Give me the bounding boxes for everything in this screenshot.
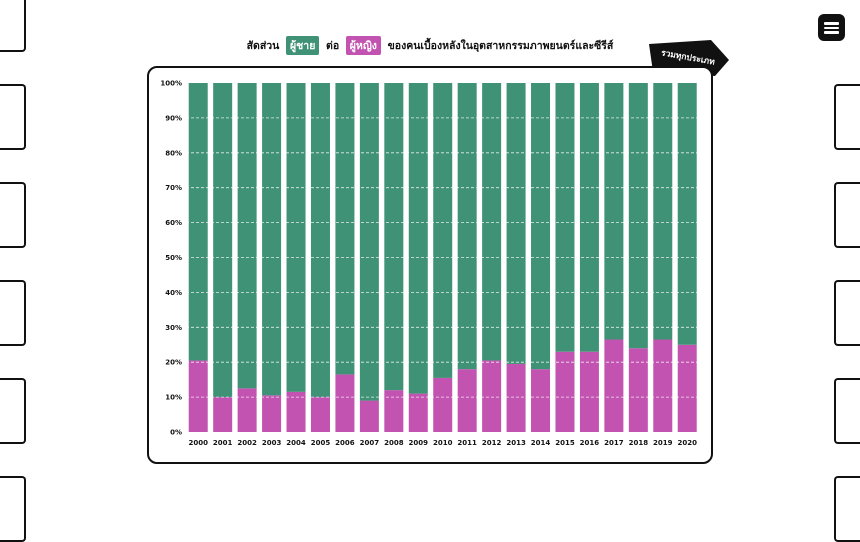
film-hole-decoration (0, 378, 26, 444)
bar-female-2006 (335, 374, 355, 432)
x-tick-label: 2004 (286, 439, 306, 447)
film-hole-decoration (834, 280, 860, 346)
bar-female-2000 (188, 360, 208, 432)
bar-male-2015 (555, 83, 575, 352)
chart-title: สัดส่วน ผู้ชาย ต่อ ผู้หญิง ของคนเบื้องหล… (0, 36, 860, 55)
bar-female-2001 (213, 397, 233, 432)
bar-male-2003 (262, 83, 282, 396)
y-tick-label: 40% (165, 289, 182, 297)
x-tick-label: 2000 (188, 439, 208, 447)
female-legend-badge: ผู้หญิง (345, 36, 381, 55)
film-hole-decoration (0, 0, 26, 52)
bar-male-2011 (457, 83, 477, 370)
y-tick-label: 0% (170, 429, 182, 437)
bar-male-2014 (531, 83, 551, 370)
bar-male-2005 (310, 83, 330, 398)
bar-female-2005 (310, 397, 330, 432)
x-tick-label: 2011 (457, 439, 477, 447)
bar-male-2012 (482, 83, 502, 361)
x-tick-label: 2020 (677, 439, 697, 447)
bar-male-2006 (335, 83, 355, 375)
y-tick-label: 50% (165, 254, 182, 262)
x-tick-label: 2006 (335, 439, 355, 447)
x-tick-label: 2010 (433, 439, 453, 447)
bar-female-2010 (433, 377, 453, 432)
x-tick-label: 2008 (384, 439, 404, 447)
title-suffix: ของคนเบื้องหลังในอุตสาหกรรมภาพยนตร์และซี… (387, 40, 614, 52)
x-tick-label: 2003 (262, 439, 282, 447)
y-tick-label: 20% (165, 359, 182, 367)
bar-female-2009 (408, 393, 428, 432)
film-hole-decoration (834, 84, 860, 150)
y-tick-label: 10% (165, 394, 182, 402)
x-tick-label: 2007 (360, 439, 380, 447)
bar-male-2002 (237, 83, 257, 389)
y-tick-label: 30% (165, 324, 182, 332)
x-tick-label: 2013 (506, 439, 526, 447)
y-tick-label: 100% (160, 80, 182, 88)
bar-male-2000 (188, 83, 208, 361)
y-tick-label: 70% (165, 184, 182, 192)
hamburger-menu-icon (824, 22, 839, 25)
bar-female-2015 (555, 351, 575, 432)
x-tick-label: 2012 (482, 439, 502, 447)
bar-male-2007 (359, 83, 379, 401)
bar-male-2010 (433, 83, 453, 378)
bar-female-2019 (653, 339, 673, 432)
bar-female-2011 (457, 369, 477, 432)
bar-female-2018 (628, 348, 648, 432)
x-tick-label: 2016 (580, 439, 600, 447)
film-hole-decoration (0, 84, 26, 150)
bar-female-2007 (359, 400, 379, 432)
hamburger-menu-icon (824, 31, 839, 34)
bar-female-2017 (604, 339, 624, 432)
hamburger-menu-icon (824, 26, 839, 29)
bar-female-2020 (677, 344, 697, 432)
x-tick-label: 2019 (653, 439, 673, 447)
bar-male-2004 (286, 83, 306, 392)
male-legend-badge: ผู้ชาย (286, 36, 320, 55)
x-tick-label: 2018 (629, 439, 649, 447)
menu-button[interactable] (818, 14, 845, 41)
film-hole-decoration (834, 476, 860, 542)
bar-female-2014 (531, 369, 551, 432)
x-tick-label: 2014 (531, 439, 551, 447)
y-tick-label: 60% (165, 219, 182, 227)
bar-female-2002 (237, 388, 257, 432)
x-tick-label: 2005 (311, 439, 331, 447)
film-hole-decoration (0, 182, 26, 248)
y-tick-label: 80% (165, 149, 182, 157)
x-tick-label: 2002 (237, 439, 257, 447)
film-hole-decoration (834, 182, 860, 248)
bar-female-2013 (506, 363, 526, 432)
bar-male-2013 (506, 83, 526, 364)
stacked-bar-chart: 0% 10% 20% 30% 40% 50% 60% 70% 80% 90% 100% 2000 200… (160, 80, 700, 447)
title-prefix: สัดส่วน (246, 40, 280, 52)
bar-male-2017 (604, 83, 624, 340)
bar-female-2003 (262, 395, 282, 432)
x-tick-label: 2015 (555, 439, 575, 447)
x-tick-label: 2009 (409, 439, 429, 447)
x-tick-label: 2001 (213, 439, 233, 447)
bar-male-2001 (213, 83, 233, 398)
bar-female-2004 (286, 391, 306, 432)
bar-female-2008 (384, 390, 404, 432)
bar-male-2018 (628, 83, 648, 349)
bar-male-2016 (579, 83, 599, 352)
bar-female-2016 (579, 351, 599, 432)
bar-male-2009 (408, 83, 428, 394)
bar-male-2019 (653, 83, 673, 340)
title-between: ต่อ (326, 40, 340, 52)
bar-male-2008 (384, 83, 404, 391)
bar-male-2020 (677, 83, 697, 345)
y-tick-label: 90% (165, 114, 182, 122)
x-tick-label: 2017 (604, 439, 624, 447)
film-hole-decoration (834, 378, 860, 444)
film-hole-decoration (0, 280, 26, 346)
film-hole-decoration (0, 476, 26, 542)
bar-female-2012 (482, 360, 502, 432)
